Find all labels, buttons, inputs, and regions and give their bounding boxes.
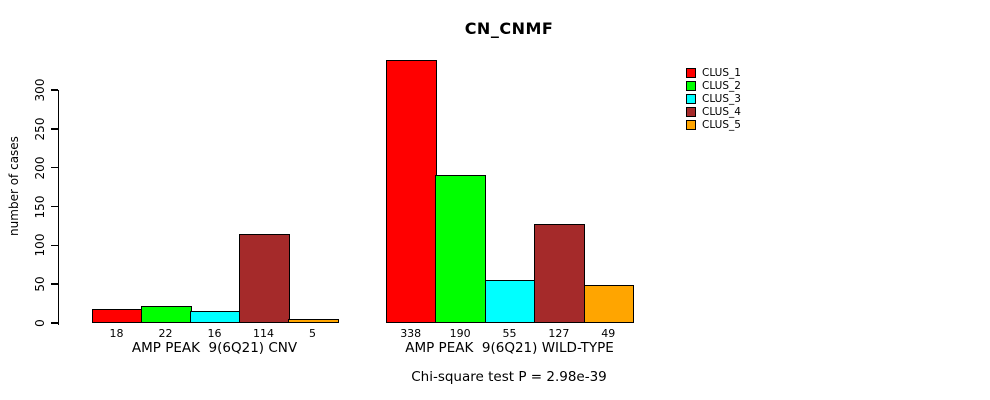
y-axis-tick — [50, 322, 58, 324]
y-axis-tick-label: 50 — [33, 276, 47, 292]
bar — [484, 280, 536, 323]
bar — [239, 234, 290, 323]
legend-swatch — [686, 67, 696, 78]
bar — [435, 175, 487, 323]
y-axis-line — [57, 90, 59, 325]
bar-value-label: 49 — [601, 327, 616, 340]
legend-label: CLUS_1 — [702, 66, 741, 79]
legend-swatch — [686, 106, 696, 117]
legend-label: CLUS_2 — [702, 79, 741, 92]
group-label: AMP PEAK 9(6Q21) WILD-TYPE — [405, 340, 614, 356]
legend-item: CLUS_5 — [686, 118, 741, 131]
bar-value-label: 22 — [158, 327, 173, 340]
legend-item: CLUS_3 — [686, 92, 741, 105]
bar — [583, 284, 635, 323]
legend: CLUS_1 CLUS_2 CLUS_3 CLUS_4 CLUS_5 — [686, 66, 741, 131]
bar — [534, 224, 586, 323]
legend-item: CLUS_1 — [686, 66, 741, 79]
y-axis-tick — [50, 89, 58, 91]
y-axis-tick — [50, 166, 58, 169]
bar-value-label: 338 — [400, 327, 422, 340]
legend-label: CLUS_4 — [702, 105, 741, 118]
y-axis-tick — [50, 244, 58, 247]
bar-value-label: 18 — [109, 327, 124, 340]
y-axis-tick-label: 200 — [33, 156, 47, 180]
chart-title: CN_CNMF — [464, 19, 554, 38]
y-axis-tick-label: 250 — [33, 117, 47, 141]
bar-value-label: 114 — [253, 327, 274, 340]
legend-swatch — [686, 119, 696, 130]
legend-label: CLUS_3 — [702, 92, 741, 105]
y-axis-tick-label: 150 — [33, 195, 47, 218]
y-axis-tick-label: 100 — [33, 233, 47, 257]
bar-value-label: 5 — [309, 327, 316, 340]
bar-value-label: 16 — [207, 327, 222, 340]
y-axis-label: number of cases — [7, 136, 21, 236]
bar-value-label: 190 — [449, 327, 471, 340]
legend-item: CLUS_2 — [686, 79, 741, 92]
bar — [288, 319, 339, 323]
legend-swatch — [686, 80, 696, 91]
chi-square-annotation: Chi-square test P = 2.98e-39 — [411, 369, 607, 385]
bar — [386, 60, 437, 323]
bar — [141, 305, 192, 323]
group-label: AMP PEAK 9(6Q21) CNV — [131, 340, 298, 356]
y-axis-tick — [50, 128, 58, 130]
legend-swatch — [686, 93, 696, 104]
y-axis-tick-label: 300 — [33, 78, 47, 102]
bar-value-label: 55 — [502, 327, 517, 340]
legend-label: CLUS_5 — [702, 118, 741, 131]
y-axis-tick — [50, 205, 58, 208]
bar — [92, 309, 143, 323]
y-axis-tick — [50, 283, 58, 285]
bar-value-label: 127 — [548, 327, 570, 340]
bar — [190, 310, 241, 323]
y-axis-tick-label: 0 — [33, 319, 47, 327]
legend-item: CLUS_4 — [686, 105, 741, 118]
